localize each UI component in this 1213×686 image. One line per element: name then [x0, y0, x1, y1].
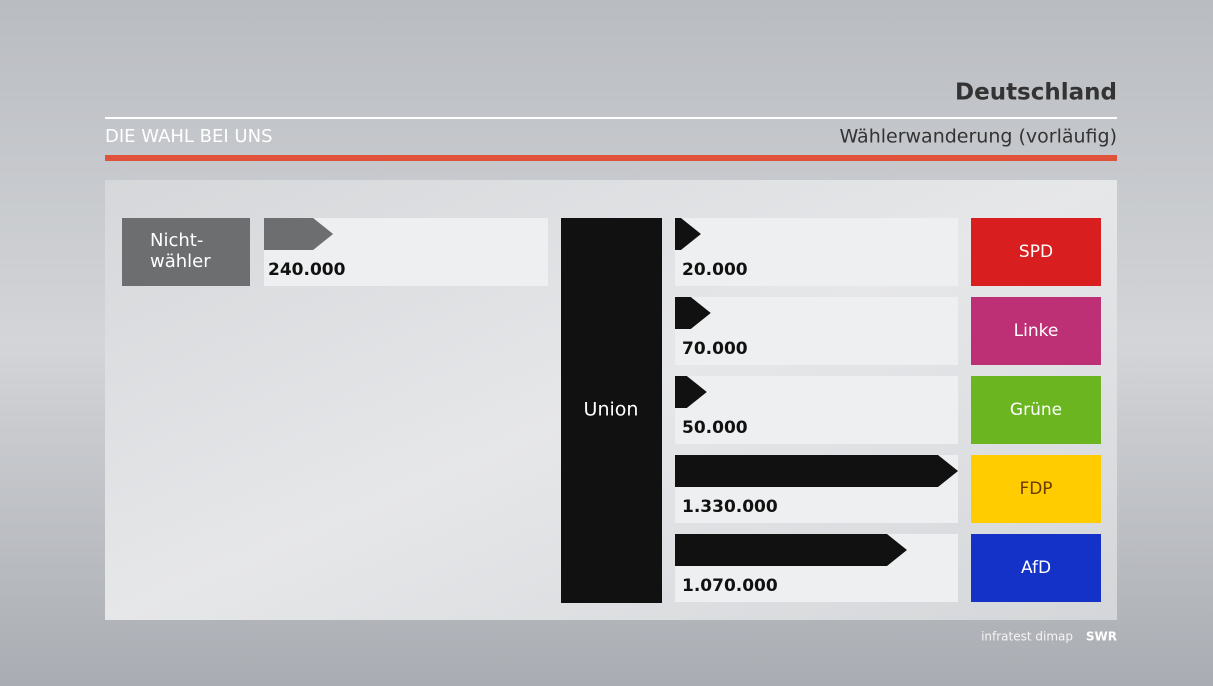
party-box: [971, 218, 1101, 286]
party-box: [971, 455, 1101, 523]
party-name: SPD: [1019, 242, 1053, 262]
row-strip: [675, 297, 958, 365]
value-label: 20.000: [682, 260, 748, 280]
red-rule: [105, 155, 1117, 161]
party-box: [971, 297, 1101, 365]
title: Deutschland: [955, 80, 1117, 106]
source-label: wähler: [150, 251, 211, 272]
credit: infratest dimap: [981, 630, 1073, 644]
flow-arrow: [675, 534, 907, 566]
value-label: 70.000: [682, 339, 748, 359]
value-label: 1.070.000: [682, 576, 778, 596]
row-strip: [675, 218, 958, 286]
value-label: 50.000: [682, 418, 748, 438]
subtitle: Wählerwanderung (vorläufig): [839, 126, 1117, 148]
value-label: 1.330.000: [682, 497, 778, 517]
source-box: [122, 218, 250, 286]
source-label: Nicht-: [150, 230, 203, 251]
party-name: Linke: [1014, 321, 1059, 341]
flow-arrow: [675, 455, 958, 487]
flow-arrow: [264, 218, 334, 250]
header-rule: [105, 117, 1117, 119]
flow-arrow: [675, 376, 707, 408]
flow-arrow: [675, 297, 711, 329]
credit: SWR: [1086, 630, 1117, 644]
row-strip: [675, 376, 958, 444]
value-label: 240.000: [268, 260, 346, 280]
party-block: [561, 218, 662, 603]
party-box: [971, 534, 1101, 602]
party-label: Union: [584, 399, 639, 421]
party-name: AfD: [1021, 558, 1051, 578]
party-name: Grüne: [1010, 400, 1062, 420]
party-name: FDP: [1019, 479, 1052, 499]
program-label: DIE WAHL BEI UNS: [105, 126, 273, 147]
party-box: [971, 376, 1101, 444]
flow-arrow: [675, 218, 701, 250]
